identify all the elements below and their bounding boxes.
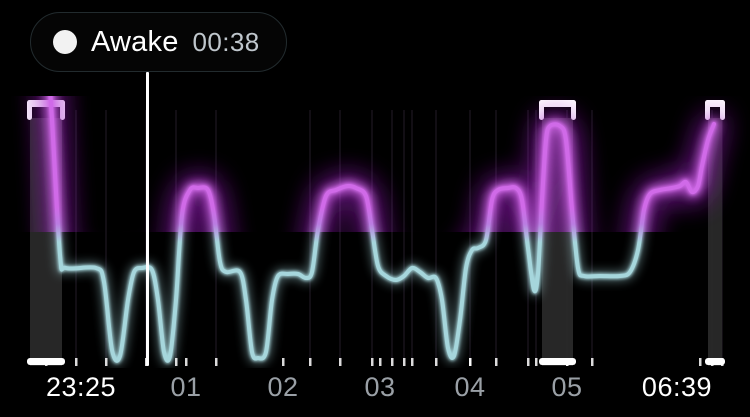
axis-ticks [45, 358, 724, 366]
stage-tooltip-badge[interactable]: Awake 00:38 [30, 12, 287, 72]
chart-plot-area[interactable] [0, 96, 750, 368]
x-axis-label: 23:25 [46, 372, 117, 402]
x-axis: 23:25 01 02 03 04 05 06:39 [0, 370, 750, 417]
sleep-depth-curve [41, 96, 723, 366]
cursor-line[interactable] [146, 72, 149, 366]
x-axis-label: 02 [267, 372, 299, 402]
stage-dot-icon [53, 30, 77, 54]
sleep-curve-svg [27, 96, 725, 366]
x-axis-label: 05 [551, 372, 583, 402]
x-axis-label: 04 [454, 372, 486, 402]
x-axis-label: 03 [364, 372, 396, 402]
tooltip-duration: 00:38 [192, 27, 260, 57]
x-axis-label: 01 [170, 372, 202, 402]
x-axis-label: 06:39 [641, 372, 712, 402]
awake-bands [27, 100, 725, 366]
tooltip-stage-label: Awake [91, 25, 179, 58]
